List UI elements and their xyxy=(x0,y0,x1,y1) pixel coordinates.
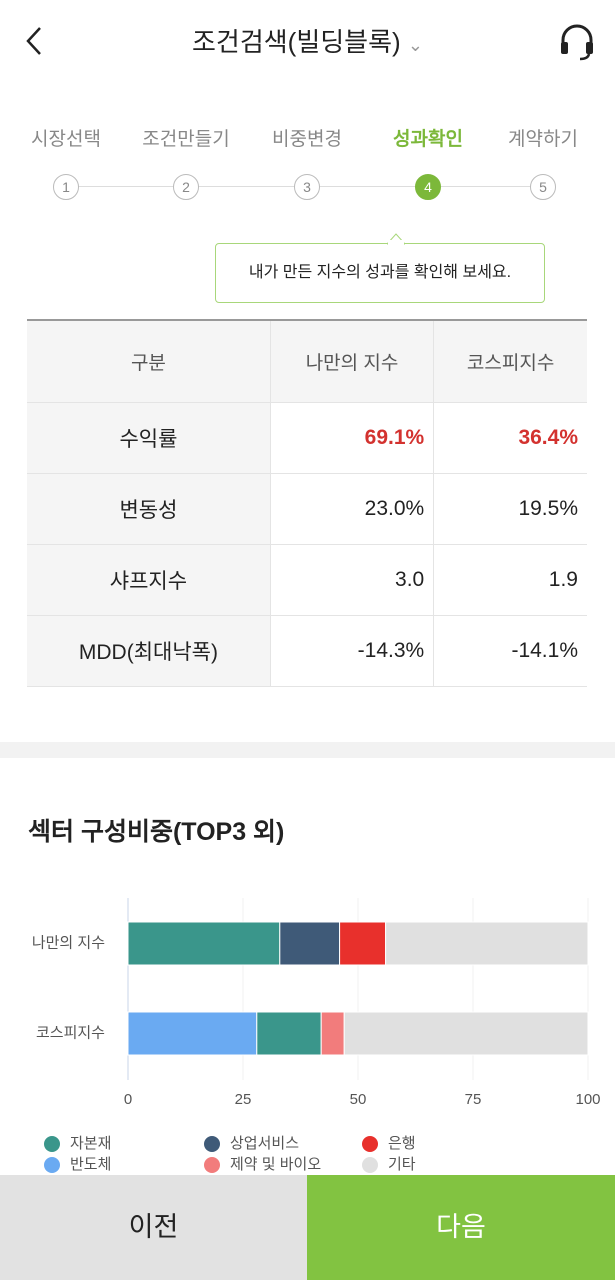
table-header: 구분 나만의 지수 코스피지수 xyxy=(27,320,587,403)
legend-label: 상업서비스 xyxy=(230,1135,299,1152)
table-row: 변동성 23.0% 19.5% xyxy=(27,473,587,545)
prev-button[interactable]: 이전 xyxy=(0,1175,307,1280)
legend-swatch xyxy=(204,1136,220,1152)
bar-segment xyxy=(127,1011,258,1056)
tooltip: 내가 만든 지수의 성과를 확인해 보세요. xyxy=(215,243,545,303)
bar-segment xyxy=(339,921,387,966)
bar-segment xyxy=(279,921,341,966)
step-label: 조건만들기 xyxy=(142,129,230,150)
legend-swatch xyxy=(44,1136,60,1152)
table-row: MDD(최대낙폭) -14.3% -14.1% xyxy=(27,615,587,687)
y-tick-label: 코스피지수 xyxy=(36,1024,105,1041)
x-tick-label: 50 xyxy=(350,1091,367,1108)
legend-swatch xyxy=(44,1157,60,1173)
table-cell: 샤프지수 xyxy=(27,544,271,616)
header-cell: 나만의 지수 xyxy=(269,320,434,403)
legend-swatch xyxy=(204,1157,220,1173)
table-cell: -14.3% xyxy=(270,615,435,687)
table-cell: 23.0% xyxy=(270,473,435,545)
bar-segment xyxy=(343,1011,589,1056)
legend-label: 제약 및 바이오 xyxy=(230,1156,321,1173)
y-tick-label: 나만의 지수 xyxy=(32,934,105,951)
legend-label: 은행 xyxy=(388,1135,416,1152)
bar-segment xyxy=(256,1011,322,1056)
header-title[interactable]: 조건검색(빌딩블록) ⌄ xyxy=(191,27,423,57)
table-cell: 69.1% xyxy=(270,402,435,474)
support-icon[interactable] xyxy=(558,22,596,62)
legend-label: 자본재 xyxy=(70,1135,111,1152)
back-button[interactable] xyxy=(24,26,44,56)
table-row: 수익률 69.1% 36.4% xyxy=(27,402,587,474)
bar-segment xyxy=(320,1011,345,1056)
x-tick-label: 100 xyxy=(575,1091,600,1108)
header-cell: 코스피지수 xyxy=(433,320,587,403)
table-cell: -14.1% xyxy=(433,615,587,687)
step-label: 시장선택 xyxy=(31,129,101,150)
next-button[interactable]: 다음 xyxy=(307,1175,615,1280)
legend-swatch xyxy=(362,1136,378,1152)
table-cell: 수익률 xyxy=(27,402,271,474)
title-text: 조건검색(빌딩블록) xyxy=(191,27,401,57)
table-cell: 1.9 xyxy=(433,544,587,616)
legend-label: 반도체 xyxy=(70,1156,111,1173)
separator xyxy=(0,742,615,758)
step-label: 성과확인 xyxy=(393,129,463,150)
step-number: 2 xyxy=(173,174,199,200)
table-cell: 36.4% xyxy=(433,402,587,474)
step-label: 비중변경 xyxy=(272,129,342,150)
performance-table: 구분 나만의 지수 코스피지수 수익률 69.1% 36.4% 변동성 23.0% 19.5% 샤… xyxy=(27,319,587,687)
header-cell: 구분 xyxy=(27,320,271,403)
x-tick-label: 0 xyxy=(124,1091,132,1108)
table-cell: MDD(최대낙폭) xyxy=(27,615,271,687)
x-tick-label: 25 xyxy=(235,1091,252,1108)
section-title: 섹터 구성비중(TOP3 외) xyxy=(28,818,285,846)
table-row: 샤프지수 3.0 1.9 xyxy=(27,544,587,616)
table-cell: 3.0 xyxy=(270,544,435,616)
table-cell: 19.5% xyxy=(433,473,587,545)
tooltip-arrow-cover xyxy=(388,240,404,246)
step-number: 5 xyxy=(530,174,556,200)
x-tick-label: 75 xyxy=(465,1091,482,1108)
legend-label: 기타 xyxy=(388,1156,416,1173)
legend-swatch xyxy=(362,1157,378,1173)
table-cell: 변동성 xyxy=(27,473,271,545)
step-label: 계약하기 xyxy=(508,129,578,150)
bar-segment xyxy=(127,921,281,966)
step-number: 1 xyxy=(53,174,79,200)
step-number: 3 xyxy=(294,174,320,200)
step-number: 4 xyxy=(415,174,441,200)
bar-segment xyxy=(385,921,589,966)
